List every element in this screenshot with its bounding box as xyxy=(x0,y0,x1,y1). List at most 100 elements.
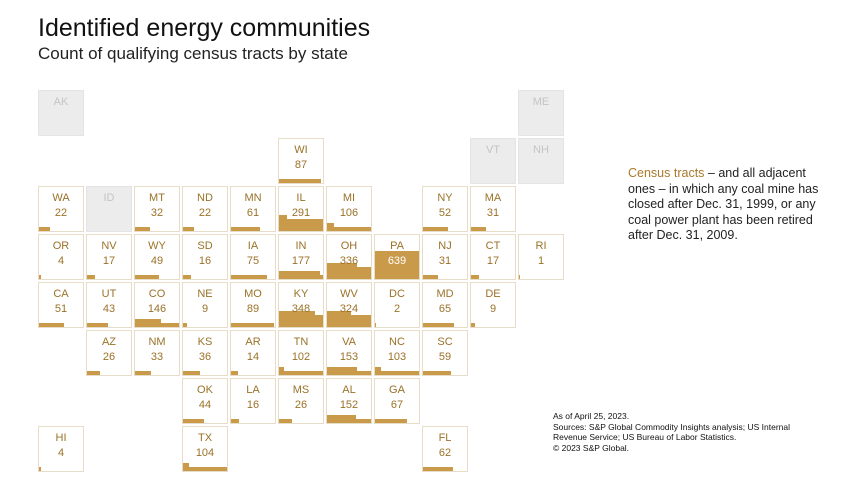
state-label: RI xyxy=(535,240,547,252)
state-tile-mi: MI 106 xyxy=(326,186,372,232)
bar-pa xyxy=(375,251,419,279)
state-value: 22 xyxy=(54,207,68,219)
state-tile-nj: NJ 31 xyxy=(422,234,468,280)
state-tile-wa: WA 22 xyxy=(38,186,84,232)
bar-partial-wy xyxy=(135,275,159,279)
state-label: UT xyxy=(101,288,117,300)
state-value: 32 xyxy=(150,207,164,219)
state-value: 26 xyxy=(102,351,116,363)
state-tile-va: VA 153 xyxy=(326,330,372,376)
state-label: NV xyxy=(101,240,117,252)
state-value: 639 xyxy=(387,255,407,267)
state-label: NJ xyxy=(438,240,452,252)
sources: As of April 25, 2023. Sources: S&P Globa… xyxy=(553,411,790,453)
note-text: – and all adjacent ones – in which any c… xyxy=(628,166,819,242)
state-label: PA xyxy=(390,240,404,252)
state-value: 9 xyxy=(201,303,209,315)
bar-partial-nj xyxy=(423,275,438,279)
state-label: ID xyxy=(103,192,115,204)
bar-partial-ri xyxy=(519,275,520,279)
bar-mi xyxy=(327,227,371,231)
state-label: AR xyxy=(245,336,261,348)
state-tile-nc: NC 103 xyxy=(374,330,420,376)
state-value: 2 xyxy=(393,303,401,315)
bar-partial-sd xyxy=(183,275,191,279)
state-value: 336 xyxy=(339,255,359,267)
state-value: 62 xyxy=(438,447,452,459)
state-value: 89 xyxy=(246,303,260,315)
state-label: WY xyxy=(148,240,166,252)
state-label: FL xyxy=(438,432,452,444)
copyright: © 2023 S&P Global. xyxy=(553,442,630,453)
bar-partial-ct xyxy=(471,275,480,279)
state-label: LA xyxy=(246,384,260,396)
state-value: 348 xyxy=(291,303,311,315)
bar-partial-va xyxy=(327,367,357,371)
bar-al xyxy=(327,419,371,423)
state-label: OK xyxy=(197,384,213,396)
state-value: 16 xyxy=(246,399,260,411)
state-value: 26 xyxy=(294,399,308,411)
state-label: NH xyxy=(533,144,549,156)
state-label: HI xyxy=(55,432,67,444)
state-value: 31 xyxy=(486,207,500,219)
state-tile-la: LA 16 xyxy=(230,378,276,424)
state-tile-or: OR 4 xyxy=(38,234,84,280)
bar-co xyxy=(135,323,179,327)
sources-line-2: Revenue Service; US Bureau of Labor Stat… xyxy=(553,432,737,442)
bar-va xyxy=(327,371,371,375)
state-value: 49 xyxy=(150,255,164,267)
state-value: 17 xyxy=(486,255,500,267)
state-value: 16 xyxy=(198,255,212,267)
bar-partial-wv xyxy=(327,311,352,315)
state-tile-dc: DC 2 xyxy=(374,282,420,328)
bar-partial-nm xyxy=(135,371,151,375)
state-value: 103 xyxy=(387,351,407,363)
state-tile-il: IL 291 xyxy=(278,186,324,232)
state-label: GA xyxy=(389,384,405,396)
bar-partial-az xyxy=(87,371,100,375)
state-value: 4 xyxy=(57,447,65,459)
bar-partial-tx xyxy=(183,463,190,467)
state-value: 22 xyxy=(198,207,212,219)
bar-partial-ne xyxy=(183,323,188,327)
state-label: VT xyxy=(485,144,501,156)
bar-partial-wi xyxy=(279,179,321,183)
state-label: AL xyxy=(342,384,356,396)
state-value: 67 xyxy=(390,399,404,411)
state-tile-ok: OK 44 xyxy=(182,378,228,424)
state-label: IL xyxy=(296,192,306,204)
state-label: MS xyxy=(292,384,310,396)
bar-partial-oh xyxy=(327,263,357,267)
bar-partial-hi xyxy=(39,467,41,471)
bar-partial-or xyxy=(39,275,41,279)
state-tile-wy: WY 49 xyxy=(134,234,180,280)
state-label: CO xyxy=(148,288,166,300)
bar-partial-ca xyxy=(39,323,64,327)
state-label: OR xyxy=(52,240,70,252)
state-label: KY xyxy=(293,288,309,300)
sources-line-1: Sources: S&P Global Commodity Insights a… xyxy=(553,421,791,432)
state-value: 102 xyxy=(291,351,311,363)
state-label: WI xyxy=(294,144,308,156)
state-tile-mt: MT 32 xyxy=(134,186,180,232)
state-label: OH xyxy=(340,240,358,252)
state-tile-me: ME xyxy=(518,90,564,136)
state-tile-ct: CT 17 xyxy=(470,234,516,280)
bar-nc xyxy=(375,371,419,375)
bar-partial-ia xyxy=(231,275,268,279)
state-value: 51 xyxy=(54,303,68,315)
state-label: ME xyxy=(532,96,550,108)
state-label: TX xyxy=(197,432,213,444)
bar-partial-dc xyxy=(375,323,376,327)
state-tile-oh: OH 336 xyxy=(326,234,372,280)
bar-partial-mi xyxy=(327,223,335,227)
bar-partial-ny xyxy=(423,227,449,231)
state-tile-ma: MA 31 xyxy=(470,186,516,232)
state-value: 59 xyxy=(438,351,452,363)
chart-title: Identified energy communities xyxy=(38,14,371,42)
state-label: IA xyxy=(247,240,259,252)
state-value: 1 xyxy=(537,255,545,267)
state-value: 17 xyxy=(102,255,116,267)
bar-partial-ma xyxy=(471,227,486,231)
